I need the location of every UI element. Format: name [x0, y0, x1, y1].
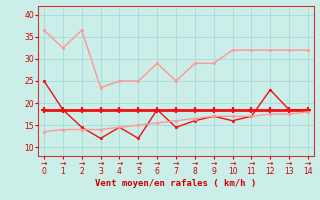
X-axis label: Vent moyen/en rafales ( km/h ): Vent moyen/en rafales ( km/h ) — [95, 179, 257, 188]
